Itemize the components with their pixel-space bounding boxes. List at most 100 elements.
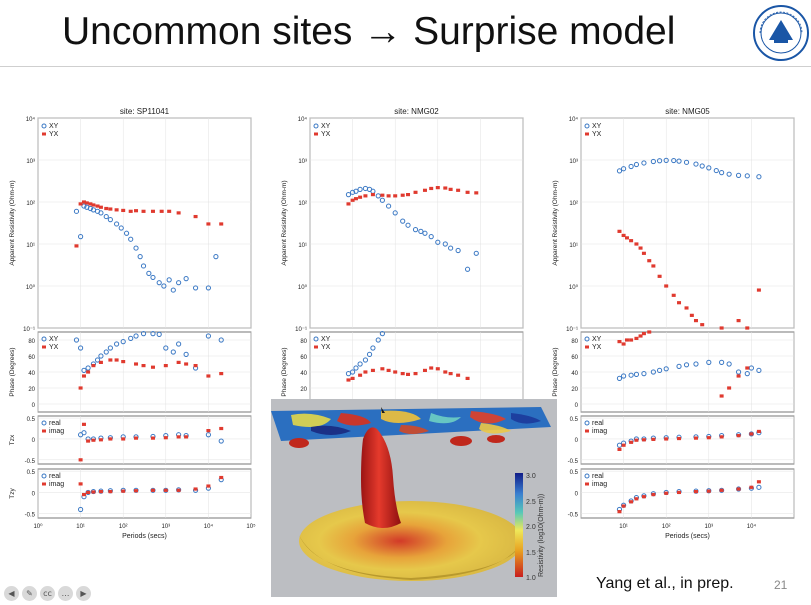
yx-rho-point	[108, 207, 113, 211]
xy-rho-point	[744, 173, 750, 179]
yx-phase-point	[448, 372, 453, 376]
xy-rho-point	[422, 230, 428, 236]
legend-marker	[584, 473, 590, 479]
axes-frame	[309, 117, 524, 329]
xy-phase-point	[140, 331, 147, 337]
tzx-imag-point	[219, 426, 224, 431]
yx-phase-point	[121, 360, 126, 364]
legend-label: XY	[592, 336, 602, 343]
tzy-imag-point	[706, 489, 711, 493]
yx-phase-point	[150, 365, 155, 369]
tzx-imag-point	[81, 422, 86, 426]
xy-rho-point	[73, 208, 80, 214]
yx-rho-point	[380, 193, 385, 197]
xy-rho-point	[345, 192, 352, 198]
xy-phase-point	[362, 357, 369, 363]
legend-marker	[42, 345, 46, 349]
previous-icon[interactable]: ◀	[4, 586, 19, 601]
yx-phase-point	[456, 373, 461, 377]
xy-phase-point	[726, 361, 732, 367]
xy-phase-point	[85, 365, 91, 371]
xy-rho-point	[166, 277, 172, 283]
legend-label: YX	[49, 131, 59, 138]
yx-rho-point	[689, 313, 694, 317]
tzx-imag-point	[91, 438, 96, 442]
tick-label: 10⁴	[298, 116, 308, 123]
colorbar-label: Resistivity (log10(Ohm-m))	[538, 494, 545, 577]
chart-title: site: NMG02	[394, 107, 439, 116]
xy-rho-point	[650, 158, 656, 165]
axis-label: Apparent Resistivity (Ohm-m)	[281, 180, 288, 265]
xy-phase-point	[719, 359, 725, 365]
axes-frame	[580, 117, 795, 329]
xy-rho-point	[87, 205, 94, 212]
yx-phase-point	[617, 340, 622, 344]
legend-marker	[584, 336, 590, 342]
captions-icon[interactable]: cc	[40, 586, 55, 601]
tick-label: 60	[28, 355, 35, 361]
xy-phase-point	[375, 337, 381, 343]
tzy-real-point	[133, 487, 139, 493]
yx-phase-point	[86, 370, 91, 374]
tzy-imag-point	[81, 492, 86, 497]
yx-rho-point	[141, 209, 146, 213]
yx-phase-point	[621, 342, 626, 346]
yx-rho-point	[78, 202, 83, 206]
tick-label: 0.5	[570, 470, 579, 476]
axis-label: Apparent Resistivity (Ohm-m)	[9, 180, 16, 265]
yx-rho-point	[624, 236, 629, 240]
tick-label: 10⁴	[569, 116, 579, 123]
yx-rho-point	[95, 204, 100, 208]
xy-phase-point	[748, 365, 754, 371]
tzy-imag-point	[719, 488, 724, 492]
xy-rho-point	[133, 245, 139, 251]
xy-rho-point	[628, 163, 634, 170]
xy-phase-point	[357, 361, 363, 367]
xy-rho-point	[455, 247, 461, 254]
yx-phase-point	[400, 372, 405, 376]
tzx-imag-point	[651, 437, 656, 441]
tzy-imag-point	[617, 510, 622, 514]
xy-rho-point	[735, 172, 742, 178]
xy-rho-point	[448, 245, 454, 251]
tick-label: 20	[28, 387, 35, 393]
yx-phase-point	[638, 334, 643, 338]
yx-phase-point	[346, 378, 351, 382]
pen-icon[interactable]: ✎	[22, 586, 37, 601]
mt-panel-sp11041: site: SP11041 Apparent Resistivity (Ohm-m…	[9, 107, 256, 540]
yx-phase-point	[386, 368, 391, 372]
xy-phase-point	[163, 345, 169, 351]
xy-rho-point	[118, 225, 124, 231]
legend-label: real	[592, 420, 604, 427]
xy-rho-point	[386, 203, 392, 209]
xy-phase-point	[683, 362, 690, 368]
yx-phase-point	[634, 336, 639, 340]
legend-label: YX	[321, 131, 331, 138]
yx-rho-point	[150, 209, 155, 213]
next-icon[interactable]: ▶	[76, 586, 91, 601]
xy-phase-point	[621, 373, 627, 379]
more-icon[interactable]: …	[58, 586, 73, 601]
yx-rho-point	[745, 326, 750, 330]
presenter-toolbar: ◀ ✎ cc … ▶	[4, 586, 91, 602]
yx-rho-point	[370, 193, 375, 197]
yx-rho-point	[353, 197, 358, 201]
xy-rho-point	[128, 236, 134, 242]
xy-rho-point	[676, 158, 682, 164]
xy-rho-point	[375, 193, 381, 199]
tick-label: 10³	[26, 159, 35, 165]
yx-rho-point	[121, 208, 126, 213]
yx-phase-point	[393, 370, 398, 374]
tick-label: 10⁵	[246, 523, 256, 530]
yx-phase-point	[465, 376, 470, 380]
legend-label: imag	[592, 481, 607, 488]
yx-rho-point	[206, 222, 211, 226]
tzy-imag-point	[150, 488, 155, 492]
tick-label: 40	[300, 371, 307, 377]
yx-rho-point	[74, 244, 79, 248]
xy-rho-point	[405, 222, 411, 228]
yx-phase-point	[435, 367, 440, 371]
tzx-real-point	[205, 432, 211, 438]
page-number: 21	[774, 578, 788, 592]
xy-phase-point	[657, 367, 663, 373]
